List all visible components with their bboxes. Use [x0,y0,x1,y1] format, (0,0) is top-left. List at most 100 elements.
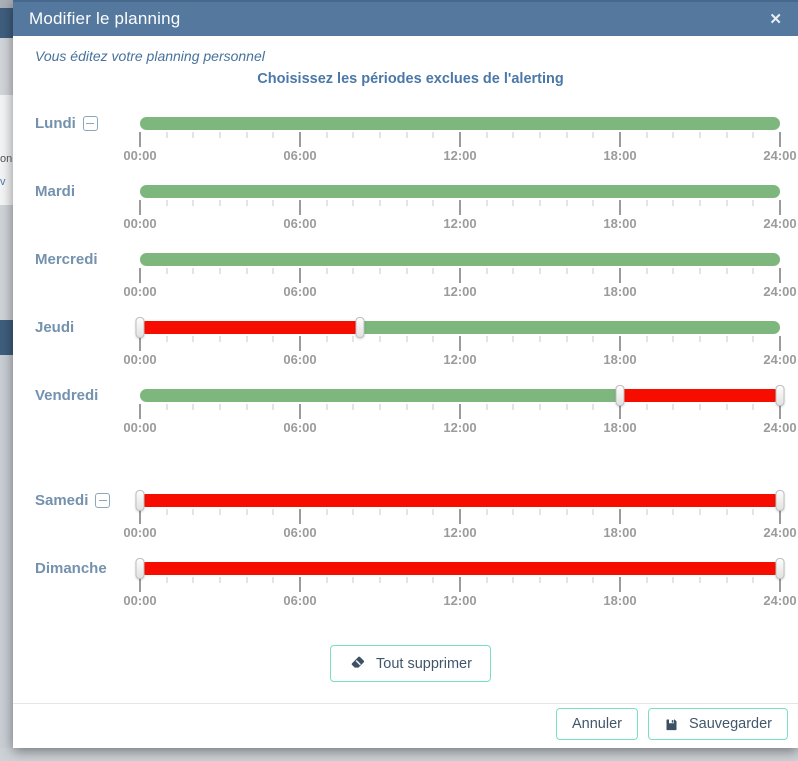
minor-tick [486,336,488,342]
day-label: Samedi [35,492,89,509]
minor-tick [379,336,381,342]
day-row: Mercredi 00:00 06:00 12:00 18:00 24:00 [23,239,798,307]
collapse-minus-icon[interactable] [95,493,111,508]
included-period-bar [140,494,780,507]
slider-handle[interactable] [775,385,785,406]
tick-label: 18:00 [603,420,637,435]
modal-title: Modifier le planning [29,9,181,28]
major-tick [619,404,621,419]
time-range-slider[interactable]: 00:00 06:00 12:00 18:00 24:00 [123,239,797,304]
minor-tick [272,132,274,138]
major-tick [139,200,141,215]
close-icon[interactable]: ✕ [769,10,782,28]
clear-all-button[interactable]: Tout supprimer [330,645,491,682]
minor-tick [672,577,674,583]
minor-tick [246,404,248,410]
tick-label: 00:00 [123,352,157,367]
included-period-bar [140,389,780,402]
tick-label: 12:00 [443,593,477,608]
minor-tick [592,404,594,410]
save-label: Sauvegarder [688,716,772,732]
minor-tick [219,577,221,583]
major-tick [779,577,781,592]
minor-tick [246,268,248,274]
tick-label: 12:00 [443,148,477,163]
minor-tick [752,336,754,342]
minor-tick [672,509,674,515]
minor-tick [592,268,594,274]
major-tick [779,509,781,524]
time-range-slider[interactable]: 00:00 06:00 12:00 18:00 24:00 [123,171,797,236]
minor-tick [646,200,648,206]
included-period-bar [140,562,780,575]
time-range-slider[interactable]: 00:00 06:00 12:00 18:00 24:00 [123,548,797,613]
minor-tick [512,336,514,342]
minor-tick [406,200,408,206]
minor-tick [219,268,221,274]
tick-label: 24:00 [763,148,797,163]
major-tick [139,132,141,147]
collapse-minus-icon[interactable] [82,116,98,131]
excluded-period-bar [140,494,780,507]
minor-tick [699,132,701,138]
slider-handle[interactable] [355,317,365,338]
slider-handle[interactable] [775,558,785,579]
tick-label: 18:00 [603,216,637,231]
major-tick [779,336,781,351]
minor-tick [432,336,434,342]
tick-label: 18:00 [603,284,637,299]
minor-tick [726,509,728,515]
minor-tick [512,404,514,410]
slider-handle[interactable] [135,317,145,338]
minor-tick [752,200,754,206]
minor-tick [539,200,541,206]
day-row: Dimanche 00:00 06:00 12:00 18:00 24:00 [23,548,798,616]
major-tick [459,268,461,283]
excluded-period-bar [140,321,360,334]
minor-tick [432,268,434,274]
minor-tick [166,336,168,342]
major-tick [779,404,781,419]
time-range-slider[interactable]: 00:00 06:00 12:00 18:00 24:00 [123,480,797,545]
minor-tick [432,404,434,410]
modal-footer: Annuler Sauvegarder [13,703,798,748]
modal-body: Vous éditez votre planning personnel Cho… [13,36,798,703]
minor-tick [192,509,194,515]
included-period-bar [140,117,780,130]
slider-handle[interactable] [615,385,625,406]
excluded-period-bar [140,562,780,575]
major-tick [139,268,141,283]
minor-tick [406,509,408,515]
save-button[interactable]: Sauvegarder [647,708,788,740]
minor-tick [326,577,328,583]
time-range-slider[interactable]: 00:00 06:00 12:00 18:00 24:00 [123,307,797,372]
minor-tick [512,268,514,274]
minor-tick [432,509,434,515]
tick-label: 06:00 [283,352,317,367]
minor-tick [726,404,728,410]
included-period-bar [140,185,780,198]
slider-handle[interactable] [135,490,145,511]
slider-handle[interactable] [135,558,145,579]
minor-tick [486,404,488,410]
major-tick [619,200,621,215]
tick-label: 00:00 [123,216,157,231]
minor-tick [406,577,408,583]
minor-tick [539,268,541,274]
minor-tick [592,200,594,206]
tick-label: 06:00 [283,420,317,435]
tick-label: 24:00 [763,216,797,231]
minor-tick [726,577,728,583]
minor-tick [672,200,674,206]
time-range-slider[interactable]: 00:00 06:00 12:00 18:00 24:00 [123,103,797,168]
minor-tick [592,336,594,342]
time-range-slider[interactable]: 00:00 06:00 12:00 18:00 24:00 [123,375,797,440]
major-tick [299,132,301,147]
slider-handle[interactable] [775,490,785,511]
tick-label: 06:00 [283,216,317,231]
minor-tick [566,336,568,342]
tick-label: 18:00 [603,352,637,367]
cancel-label: Annuler [571,716,622,732]
minor-tick [432,132,434,138]
cancel-button[interactable]: Annuler [555,708,638,740]
